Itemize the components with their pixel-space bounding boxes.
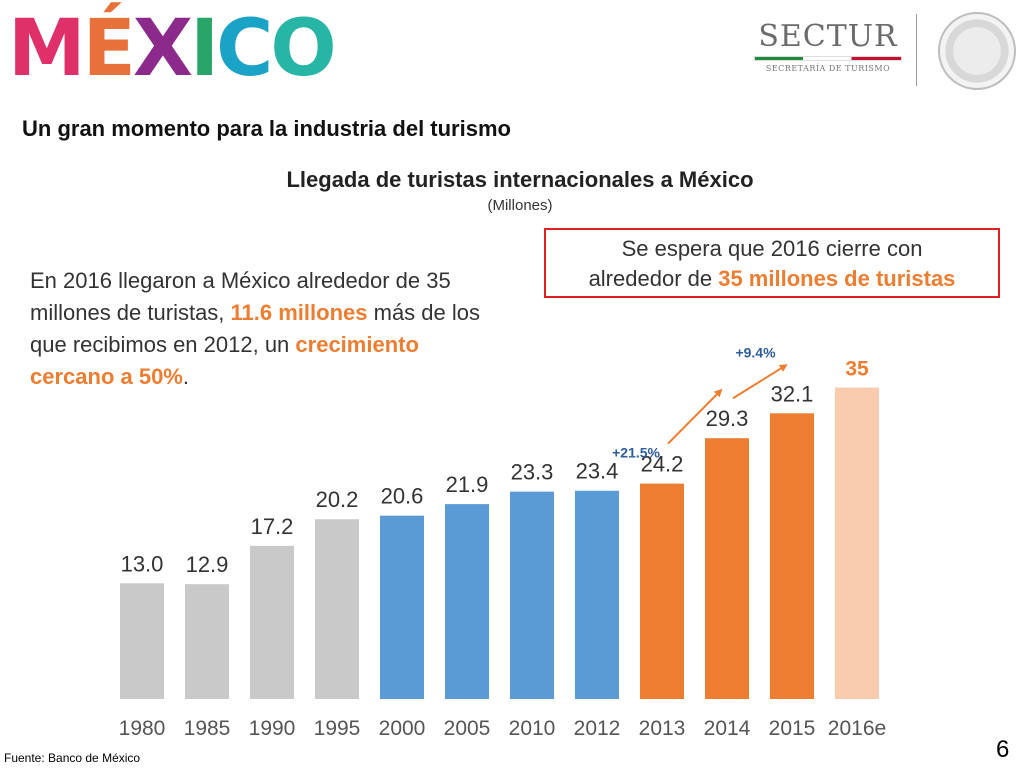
bar-2012	[575, 490, 619, 699]
bar-2015	[770, 413, 814, 699]
tick-label-2005: 2005	[444, 717, 491, 740]
sectur-name: SECTUR	[758, 19, 898, 54]
value-label-2012: 23.4	[576, 459, 619, 484]
source-note: Fuente: Banco de México	[4, 751, 141, 765]
flag-stripe	[754, 56, 902, 61]
callout-highlight: 35 millones de turistas	[718, 266, 956, 291]
slide-heading: Un gran momento para la industria del tu…	[22, 116, 511, 141]
value-label-2014: 29.3	[706, 406, 749, 431]
tick-label-2012: 2012	[574, 717, 621, 740]
callout-line: Se espera que 2016 cierre con	[621, 236, 923, 261]
value-label-2000: 20.6	[381, 484, 424, 509]
tick-label-2015: 2015	[769, 717, 816, 740]
tick-label-1990: 1990	[249, 717, 296, 740]
tick-label-2010: 2010	[509, 717, 556, 740]
national-seal-icon	[938, 12, 1016, 90]
bar-2000	[380, 515, 424, 699]
callout-line: alrededor de 35 millones de turistas	[546, 264, 998, 294]
bar-2016e	[835, 387, 879, 699]
chart-title: Llegada de turistas internacionales a Mé…	[286, 167, 754, 192]
callout-text: alrededor de	[588, 266, 719, 291]
logo-letter: C	[216, 4, 273, 94]
tick-label-2014: 2014	[704, 717, 751, 740]
growth-arrow	[667, 388, 723, 445]
bar-2010	[510, 491, 554, 699]
value-label-2016e: 35	[845, 358, 869, 381]
forecast-callout: Se espera que 2016 cierre con alrededor …	[544, 228, 1000, 298]
summary-text: .	[182, 364, 189, 389]
page-number: 6	[996, 736, 1010, 763]
value-label-2013: 24.2	[641, 452, 684, 477]
mexico-logo: MÉXICO	[8, 4, 337, 94]
value-label-2010: 23.3	[511, 460, 554, 485]
value-label-1990: 17.2	[251, 514, 294, 539]
bar-2013	[640, 483, 684, 699]
tick-label-2013: 2013	[639, 717, 686, 740]
growth-label: +21.5%	[612, 445, 660, 461]
sectur-subtitle: SECRETARÍA DE TURISMO	[765, 64, 891, 73]
bar-2005	[445, 504, 489, 699]
value-label-1995: 20.2	[316, 487, 359, 512]
summary-paragraph: En 2016 llegaron a México alrededor de 3…	[30, 265, 490, 393]
growth-arrow	[732, 364, 788, 400]
summary-text: En 2016 llegaron a México alrededor de 3…	[30, 268, 451, 325]
header-divider	[916, 14, 917, 86]
bar-2014	[705, 438, 749, 699]
tick-label-2016e: 2016e	[828, 717, 886, 740]
summary-highlight: 11.6 millones	[230, 300, 368, 325]
tick-label-1980: 1980	[119, 717, 166, 740]
summary-text: más de los que recibimos en 2012, un	[30, 300, 480, 357]
value-label-2015: 32.1	[771, 381, 814, 406]
tick-label-1985: 1985	[184, 717, 231, 740]
bar-1985	[185, 584, 229, 699]
value-label-1980: 13.0	[121, 551, 164, 576]
chart-subtitle: (Millones)	[487, 197, 553, 214]
sectur-logo: SECTUR SECRETARÍA DE TURISMO	[748, 22, 908, 73]
logo-letter: X	[132, 4, 193, 94]
value-label-2005: 21.9	[446, 472, 489, 497]
logo-letter: É	[82, 4, 136, 94]
tick-label-2000: 2000	[379, 717, 426, 740]
bar-1990	[250, 545, 294, 699]
logo-letter: I	[190, 4, 219, 94]
bar-1980	[120, 583, 164, 699]
logo-letter: M	[8, 4, 86, 94]
value-label-1985: 12.9	[186, 552, 229, 577]
growth-label: +9.4%	[735, 344, 776, 360]
tick-label-1995: 1995	[314, 717, 361, 740]
summary-highlight: crecimiento cercano a 50%	[30, 332, 419, 389]
bar-1995	[315, 519, 359, 699]
logo-letter: O	[270, 4, 336, 94]
